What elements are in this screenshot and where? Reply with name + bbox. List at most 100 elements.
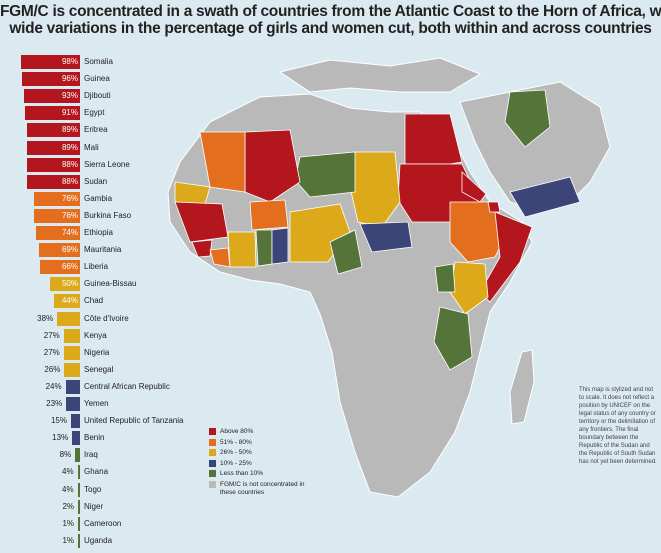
region-togo-benin [271,227,289,265]
bar-category-label: Senegal [84,364,114,374]
legend-label: 26% - 50% [220,449,252,457]
bar-value-label: 27% [43,347,60,357]
bar-value-label: 89% [61,142,78,152]
bar-category-label: Ethiopia [84,228,113,237]
bar [38,243,80,258]
legend-swatch [209,449,216,456]
title-line-2: wide variations in the percentage of gir… [9,20,652,37]
legend-item: 10% - 25% [209,459,252,468]
bar [65,379,80,394]
bar-category-label: Sierra Leone [84,159,130,169]
legend-label: FGM/C is not concentrated in these count… [220,480,305,496]
bar-row: 4% Togo [0,482,300,497]
bar [34,208,80,223]
bar [57,311,80,326]
chart-title: FGM/C is concentrated in a swath of coun… [0,3,661,37]
region-cameroon [329,229,363,275]
bar [27,157,80,172]
bar-row: 26% Senegal [0,362,300,377]
fgm-regions [174,89,581,371]
bar [50,277,80,292]
bar-value-label: 93% [61,91,78,101]
legend-item: 26% - 50% [209,449,252,457]
africa-map [167,57,611,498]
bar-row: 15% United Republic of Tanzania [0,414,300,429]
bar-value-label: 13% [52,433,69,443]
bar-row: 89% Eritrea [0,123,300,138]
bar-value-label: 74% [61,228,78,237]
bar [26,123,80,138]
bar [66,397,80,411]
region-uganda [434,263,456,293]
region-cote-divoire [227,231,257,268]
bar-category-label: Eritrea [84,125,108,135]
bar [26,140,80,155]
bar-value-label: 26% [44,364,61,374]
bar [21,55,80,69]
bar [40,260,80,275]
bar-row: 2% Niger [0,499,300,514]
arabia-land [459,81,611,213]
legend-swatch [209,480,216,488]
bar-value-label: 91% [61,108,78,118]
region-car [359,221,413,253]
bar [75,448,80,463]
bar-value-label: 24% [45,381,62,391]
bar [25,106,80,121]
bar-row: 44% Chad [0,294,300,309]
bar-value-label: 69% [61,245,78,255]
bar-row: 76% Gambia [0,191,300,206]
map-disclaimer-note: This map is stylized and not to scale. I… [579,387,657,465]
bar-value-label: 8% [59,450,72,460]
bar-row: 88% Sierra Leone [0,157,300,172]
bar [53,294,80,309]
legend-swatch [209,438,216,446]
bar-row: 1% Cameroon [0,516,300,531]
bar-value-label: 1% [62,535,74,545]
bar [77,482,80,497]
bar [71,414,80,429]
region-somalia [479,211,533,303]
bar-value-label: 4% [62,484,74,494]
bar-row: 74% Ethiopia [0,226,300,240]
bar-value-label: 15% [50,416,67,426]
bar-category-label: Iraq [84,450,98,460]
region-niger [294,151,356,198]
bar-category-label: Uganda [84,535,113,545]
bar-category-label: Mali [84,142,99,152]
bar-row: 93% Djibouti [0,89,300,104]
bar [63,328,80,343]
bar-category-label: Côte d'Ivoire [84,313,129,323]
bar-value-label: 96% [61,74,78,84]
legend-label: Less than 10% [220,470,264,478]
bar-category-label: Guinea-Bissau [84,279,137,289]
bar [63,345,80,360]
bar-row: 66% Liberia [0,260,300,275]
region-sierra-leone [191,239,213,258]
bar [72,431,80,446]
bar-value-label: 66% [61,262,78,272]
bar-value-label: 89% [61,125,78,135]
bar-category-label: United Republic of Tanzania [84,416,184,426]
bar-value-label: 38% [37,313,54,323]
bar [27,174,80,189]
bar-value-label: 44% [61,296,78,306]
bar-category-label: Sudan [84,176,108,186]
bar [78,533,80,548]
bar-row: 27% Nigeria [0,345,300,360]
madagascar-land [509,349,535,425]
bar-category-label: Nigeria [84,347,110,357]
bar-row: 91% Egypt [0,106,300,121]
region-djibouti [487,201,501,213]
bar-row: 98% Somalia [0,55,300,69]
bar [22,72,80,87]
europe-land [278,57,482,93]
region-iraq [504,89,551,148]
legend-swatch [209,428,216,435]
legend-item: Less than 10% [209,470,263,478]
bar [35,226,80,240]
legend-label: 51% - 80% [220,438,252,446]
bar-row: 1% Uganda [0,533,300,548]
bar-row: 13% Benin [0,431,300,446]
region-yemen [509,176,581,218]
